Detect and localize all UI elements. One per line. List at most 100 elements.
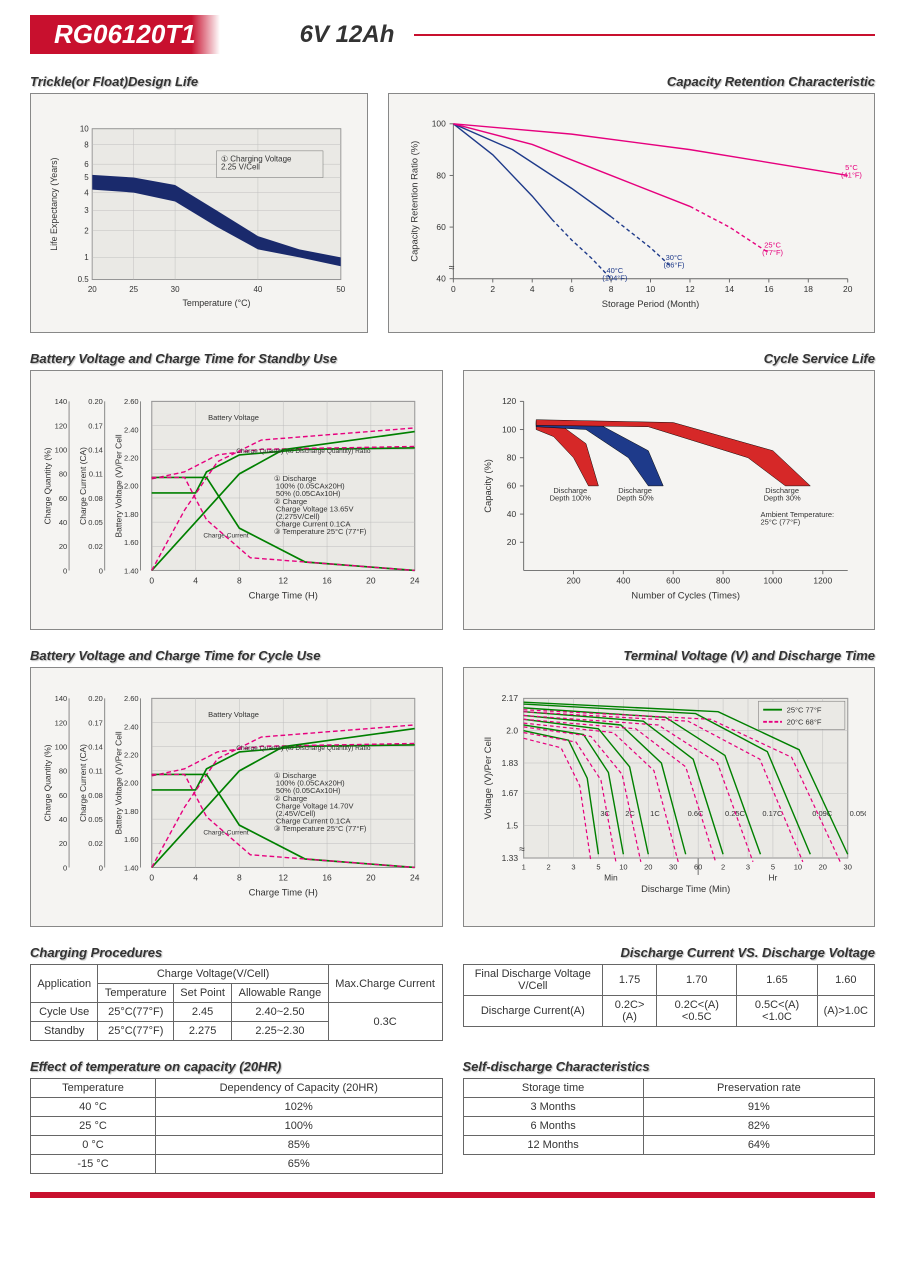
svg-text:12: 12: [279, 576, 289, 586]
svg-text:0.08: 0.08: [88, 791, 103, 800]
svg-text:Battery Voltage (V)/Per Cell: Battery Voltage (V)/Per Cell: [114, 434, 124, 537]
svg-text:1.33: 1.33: [501, 853, 518, 863]
svg-text:Temperature (°C): Temperature (°C): [182, 298, 250, 308]
td: 82%: [643, 1117, 874, 1136]
svg-text:60: 60: [506, 481, 516, 491]
chart-title-cyclelife: Cycle Service Life: [463, 351, 876, 366]
td: 25°C(77°F): [98, 1003, 174, 1022]
svg-text:1: 1: [84, 253, 89, 262]
chart-terminal: 123510203060235102030MinHr1.331.51.671.8…: [463, 667, 876, 927]
svg-text:14: 14: [724, 284, 734, 294]
svg-text:40: 40: [506, 509, 516, 519]
svg-text:Battery Voltage (V)/Per Cell: Battery Voltage (V)/Per Cell: [114, 731, 124, 834]
svg-text:2.20: 2.20: [124, 751, 139, 760]
svg-text:3: 3: [571, 862, 575, 871]
th-ar: Allowable Range: [232, 984, 329, 1003]
svg-text:2.40: 2.40: [124, 722, 139, 731]
svg-text:20: 20: [644, 862, 652, 871]
svg-text:2: 2: [84, 226, 89, 235]
svg-text:2.20: 2.20: [124, 454, 139, 463]
td: Cycle Use: [31, 1003, 98, 1022]
svg-text:1.60: 1.60: [124, 835, 139, 844]
spec-label: 6V 12Ah: [300, 21, 395, 49]
svg-text:0.17: 0.17: [88, 718, 103, 727]
svg-text:80: 80: [436, 170, 446, 180]
svg-text:0.17C: 0.17C: [762, 809, 783, 818]
svg-text:6: 6: [84, 160, 89, 169]
svg-text:140: 140: [55, 694, 68, 703]
svg-text:30: 30: [171, 285, 180, 294]
svg-text:18: 18: [803, 284, 813, 294]
svg-text:40: 40: [59, 815, 67, 824]
td: (A)>1.0C: [817, 996, 874, 1027]
svg-text:0.05: 0.05: [88, 518, 103, 527]
td: 85%: [156, 1136, 443, 1155]
svg-text:10: 10: [645, 284, 655, 294]
th-temp: Temperature: [98, 984, 174, 1003]
table-temp-capacity: TemperatureDependency of Capacity (20HR)…: [30, 1078, 443, 1174]
chart-title-cyclecharge: Battery Voltage and Charge Time for Cycl…: [30, 648, 443, 663]
svg-text:4: 4: [84, 188, 89, 197]
svg-text:4: 4: [193, 576, 198, 586]
svg-text:20: 20: [818, 862, 826, 871]
td: 0 °C: [31, 1136, 156, 1155]
table-title-div: Discharge Current VS. Discharge Voltage: [463, 945, 876, 960]
th-max: Max.Charge Current: [328, 965, 442, 1003]
svg-text:≈: ≈: [448, 263, 454, 274]
svg-text:60: 60: [59, 791, 67, 800]
svg-text:100: 100: [431, 119, 445, 129]
svg-text:40°C(104°F): 40°C(104°F): [602, 266, 628, 283]
svg-text:20: 20: [506, 537, 516, 547]
svg-text:0.05: 0.05: [88, 815, 103, 824]
svg-text:20: 20: [88, 285, 97, 294]
svg-text:10: 10: [619, 862, 627, 871]
td: 2.40~2.50: [232, 1003, 329, 1022]
svg-text:0.5: 0.5: [78, 275, 90, 284]
td: 25 °C: [31, 1117, 156, 1136]
svg-text:2.60: 2.60: [124, 397, 139, 406]
svg-text:40: 40: [253, 285, 262, 294]
svg-text:0.05C: 0.05C: [849, 809, 866, 818]
svg-text:1.5: 1.5: [506, 821, 518, 831]
svg-text:0.11: 0.11: [89, 470, 103, 479]
svg-text:1.40: 1.40: [124, 863, 139, 872]
header: RG06120T1 6V 12Ah: [30, 15, 875, 54]
table-discharge-iv: Final Discharge Voltage V/Cell 1.75 1.70…: [463, 964, 876, 1027]
svg-text:0: 0: [149, 576, 154, 586]
svg-text:25°C 77°F: 25°C 77°F: [786, 705, 821, 714]
svg-text:DischargeDepth 50%: DischargeDepth 50%: [616, 486, 653, 503]
svg-text:8: 8: [608, 284, 613, 294]
svg-text:0: 0: [99, 566, 103, 575]
footer-bar: [30, 1192, 875, 1198]
svg-text:Min: Min: [604, 873, 618, 883]
svg-text:6: 6: [569, 284, 574, 294]
td: 102%: [156, 1098, 443, 1117]
svg-text:120: 120: [55, 421, 68, 430]
svg-text:50: 50: [336, 285, 345, 294]
svg-text:200: 200: [566, 576, 580, 586]
svg-text:60: 60: [436, 222, 446, 232]
svg-text:40: 40: [59, 518, 67, 527]
chart-trickle: 0.51234568102025304050① Charging Voltage…: [30, 93, 368, 333]
chart-standby: 0481216202402040608010012014000.020.050.…: [30, 370, 443, 630]
svg-text:80: 80: [506, 453, 516, 463]
svg-text:24: 24: [410, 873, 420, 883]
td-label: Final Discharge Voltage V/Cell: [463, 965, 603, 996]
svg-text:2.60: 2.60: [124, 694, 139, 703]
svg-text:1.80: 1.80: [124, 510, 139, 519]
svg-text:Hr: Hr: [768, 873, 777, 883]
svg-text:24: 24: [410, 576, 420, 586]
td: 0.5C<(A)<1.0C: [737, 996, 817, 1027]
svg-text:800: 800: [716, 576, 730, 586]
td: 2.45: [173, 1003, 231, 1022]
svg-text:16: 16: [322, 873, 332, 883]
svg-text:Charge Time (H): Charge Time (H): [249, 887, 318, 898]
svg-text:Battery Voltage: Battery Voltage: [208, 413, 259, 422]
svg-text:Charge Time (H): Charge Time (H): [249, 590, 318, 601]
td: 1.60: [817, 965, 874, 996]
svg-text:20°C 68°F: 20°C 68°F: [786, 718, 821, 727]
table-self-discharge: Storage timePreservation rate 3 Months91…: [463, 1078, 876, 1155]
svg-text:5: 5: [770, 862, 774, 871]
svg-text:0.20: 0.20: [88, 397, 103, 406]
svg-text:1: 1: [521, 862, 525, 871]
